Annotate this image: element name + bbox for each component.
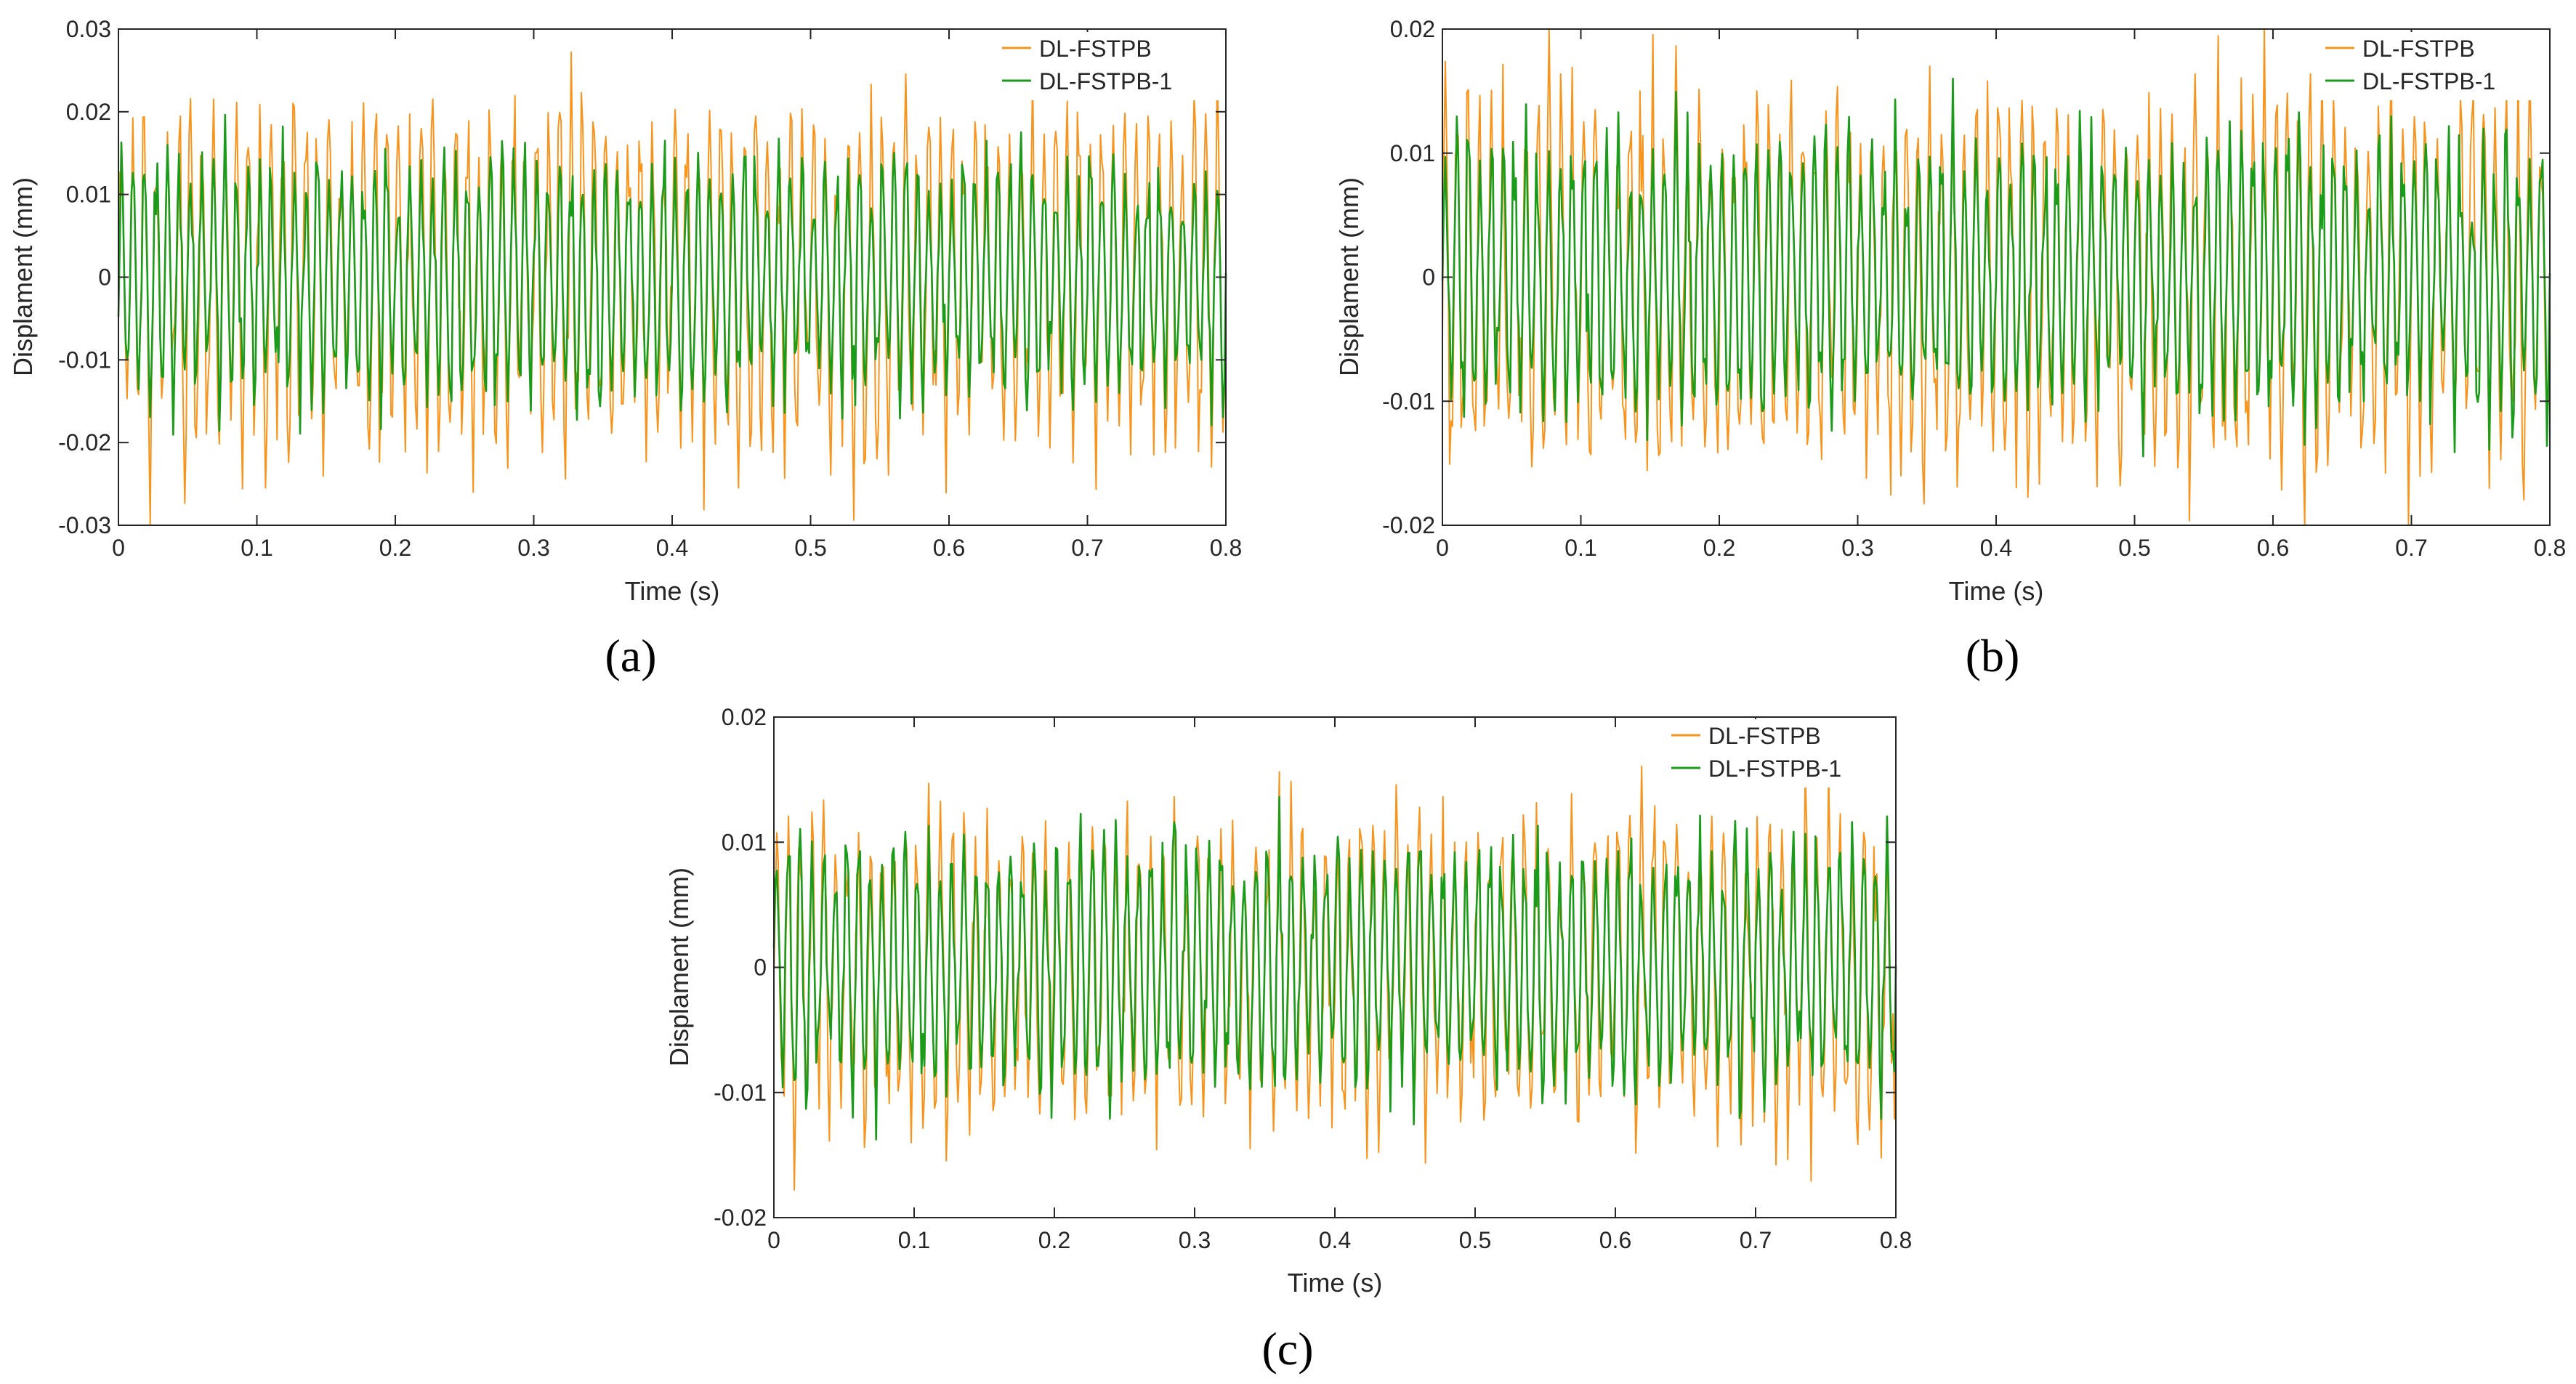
series-line-dl-fstpb-1 <box>1441 77 2551 458</box>
x-tick-label: 0.6 <box>933 535 965 561</box>
x-tick-label: 0.6 <box>1599 1227 1631 1253</box>
legend-box-c <box>1664 719 1891 788</box>
y-tick-label: 0.03 <box>66 16 111 42</box>
y-axis-label-c: Displament (mm) <box>664 867 694 1067</box>
x-tick-label: 0.3 <box>517 535 549 561</box>
y-tick-label: 0 <box>754 955 767 981</box>
y-tick-label: 0.01 <box>722 829 767 855</box>
x-tick-label: 0.4 <box>1319 1227 1351 1253</box>
legend-label-dl-fstpb-b: DL-FSTPB <box>2362 36 2475 62</box>
x-tick-label: 0.5 <box>794 535 826 561</box>
legend-c: DL-FSTPB DL-FSTPB-1 <box>1664 719 1891 788</box>
legend-label-dl-fstpb-a: DL-FSTPB <box>1039 36 1152 62</box>
legend-box-b <box>2318 32 2545 100</box>
legend-a: DL-FSTPB DL-FSTPB-1 <box>995 32 1222 100</box>
series-group-b <box>1441 28 2551 526</box>
y-ticks-c: -0.02 -0.01 0 0.01 0.02 <box>714 704 1896 1231</box>
y-tick-label: -0.01 <box>1382 388 1435 414</box>
y-tick-label: 0 <box>1422 264 1435 291</box>
legend-label-dl-fstpb-1-c: DL-FSTPB-1 <box>1708 756 1841 782</box>
x-axis-label-c: Time (s) <box>1288 1268 1383 1298</box>
legend-label-dl-fstpb-1-a: DL-FSTPB-1 <box>1039 68 1172 94</box>
legend-box-a <box>995 32 1222 100</box>
x-tick-label: 0.7 <box>1740 1227 1772 1253</box>
legend-label-dl-fstpb-c: DL-FSTPB <box>1708 723 1821 749</box>
x-tick-label: 0.1 <box>1564 535 1596 561</box>
y-ticks-a: -0.03 -0.02 -0.01 0 0.01 0.02 0.03 <box>58 16 1226 538</box>
x-tick-label: 0 <box>1436 535 1449 561</box>
y-tick-label: 0.01 <box>66 182 111 208</box>
y-tick-label: -0.01 <box>58 347 111 373</box>
x-tick-label: 0.4 <box>1980 535 2012 561</box>
y-tick-label: 0.02 <box>66 99 111 125</box>
x-axis-label-b: Time (s) <box>1949 576 2044 606</box>
y-tick-label: -0.01 <box>714 1080 767 1106</box>
x-tick-label: 0.1 <box>898 1227 930 1253</box>
panel-letter-b: (b) <box>1966 630 2020 681</box>
chart-panel-b: 0 0.1 0.2 0.3 0.4 0.5 0.6 0.7 0.8 -0.02 -0.01 0 0.0… <box>1334 16 2566 681</box>
series-line-dl-fstpb-1 <box>772 796 1897 1141</box>
chart-panel-c: 0 0.1 0.2 0.3 0.4 0.5 0.6 0.7 0.8 -0.02 -0.01 0 0.0… <box>664 704 1912 1375</box>
series-group-a <box>117 51 1227 526</box>
y-tick-label: -0.03 <box>58 512 111 538</box>
x-axis-label-a: Time (s) <box>625 576 720 606</box>
x-ticks-c: 0 0.1 0.2 0.3 0.4 0.5 0.6 0.7 0.8 <box>767 717 1912 1253</box>
x-tick-label: 0.5 <box>1459 1227 1491 1253</box>
x-tick-label: 0.8 <box>1210 535 1242 561</box>
y-tick-label: 0.02 <box>1390 16 1435 42</box>
x-ticks-b: 0 0.1 0.2 0.3 0.4 0.5 0.6 0.7 0.8 <box>1436 29 2566 561</box>
x-tick-label: 0.3 <box>1179 1227 1211 1253</box>
x-tick-label: 0.8 <box>1880 1227 1912 1253</box>
x-tick-label: 0 <box>767 1227 780 1253</box>
y-axis-label-b: Displament (mm) <box>1334 177 1364 376</box>
series-line-dl-fstpb-1 <box>117 113 1227 436</box>
x-tick-label: 0.2 <box>1703 535 1735 561</box>
legend-label-dl-fstpb-1-b: DL-FSTPB-1 <box>2362 68 2495 94</box>
x-tick-label: 0.7 <box>2395 535 2427 561</box>
y-ticks-b: -0.02 -0.01 0 0.01 0.02 <box>1382 16 2550 538</box>
x-tick-label: 0.6 <box>2257 535 2289 561</box>
y-tick-label: -0.02 <box>1382 512 1435 538</box>
y-tick-label: -0.02 <box>58 429 111 456</box>
y-tick-label: -0.02 <box>714 1205 767 1231</box>
y-tick-label: 0 <box>98 264 111 291</box>
y-axis-label-a: Displament (mm) <box>8 177 38 376</box>
y-tick-label: 0.01 <box>1390 140 1435 166</box>
x-tick-label: 0.4 <box>656 535 688 561</box>
x-tick-label: 0.8 <box>2534 535 2566 561</box>
x-tick-label: 0.1 <box>241 535 272 561</box>
chart-panel-a: 0 0.1 0.2 0.3 0.4 0.5 0.6 0.7 0.8 -0.03-0.02-0.0… <box>8 16 1242 681</box>
x-tick-label: 0 <box>112 535 125 561</box>
y-tick-label: 0.02 <box>722 704 767 730</box>
x-tick-label: 0.5 <box>2118 535 2150 561</box>
x-tick-label: 0.2 <box>1038 1227 1070 1253</box>
panel-letter-c: (c) <box>1261 1323 1313 1375</box>
panel-letter-a: (a) <box>605 630 656 681</box>
x-tick-label: 0.2 <box>379 535 411 561</box>
series-group-c <box>772 765 1897 1191</box>
x-tick-label: 0.3 <box>1841 535 1873 561</box>
x-ticks-a: 0 0.1 0.2 0.3 0.4 0.5 0.6 0.7 0.8 <box>112 29 1242 561</box>
x-tick-label: 0.7 <box>1071 535 1103 561</box>
legend-b: DL-FSTPB DL-FSTPB-1 <box>2318 32 2545 100</box>
